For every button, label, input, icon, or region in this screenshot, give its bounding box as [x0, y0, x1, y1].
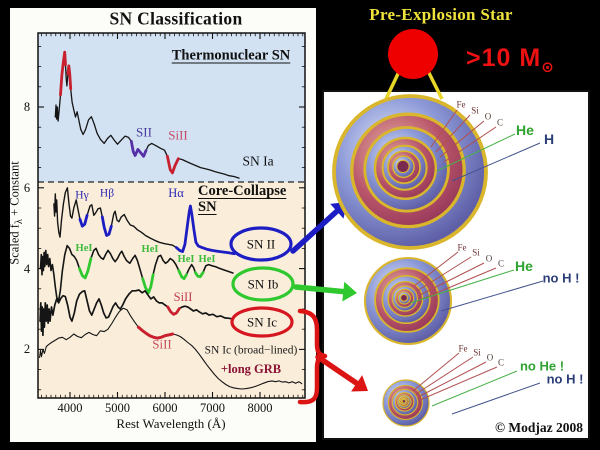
callout-line: [439, 120, 485, 158]
feature-siii: [166, 154, 180, 175]
sn-ic-oval: [230, 306, 294, 338]
figure-title: SN Classification: [109, 8, 243, 29]
callout-line: [415, 356, 474, 395]
feature-siii: [166, 305, 181, 316]
callout-line: [430, 109, 458, 148]
callout-line: [412, 352, 460, 392]
core-collapse-heading-line1: Core-Collapse: [198, 183, 287, 199]
feature-hei: [78, 257, 93, 280]
sn-ii-oval: [229, 226, 293, 262]
feature-caii: [66, 64, 73, 91]
sn-ic-arrow: [315, 354, 360, 387]
x-axis-title: Rest Wavelength (Å): [116, 416, 226, 431]
onion-sn-ii-shell: [396, 159, 410, 174]
callout-line: [435, 114, 471, 153]
core-collapse-region: [38, 182, 305, 398]
callout-line: [419, 366, 498, 401]
thermonuclear-region: [38, 33, 305, 182]
credit-label: © Modjaz 2008: [494, 420, 584, 435]
y-axis-title: Scaled fλ + Constant: [7, 161, 25, 265]
callout-line: [443, 126, 497, 163]
sn-ii-arrow: [290, 208, 340, 254]
onion-sn-ib-shell: [400, 293, 408, 302]
core-collapse-heading-line2: SN: [198, 199, 217, 215]
feature-siii: [136, 325, 175, 340]
feature-hα: [175, 204, 236, 256]
pre-explosion-star-icon: [388, 29, 438, 79]
sn-ic-arrow-head: [351, 375, 368, 392]
sn-ib-oval: [231, 266, 295, 302]
spectrum-sn-ic: [39, 289, 235, 337]
feature-hei: [177, 269, 188, 281]
feature-caii: [59, 50, 67, 97]
thermonuclear-heading: Thermonuclear SN: [171, 47, 291, 64]
core-collapse-heading: Core-Collapse SN: [198, 183, 286, 215]
mass-label: >10 M⊙: [466, 44, 555, 76]
callout-line: [431, 370, 518, 407]
plot-frame: [37, 32, 306, 399]
sn-ib-arrow-head: [342, 281, 357, 302]
callout-line: [436, 133, 516, 172]
pre-explosion-title: Pre-Explosion Star: [369, 5, 513, 24]
callout-line: [451, 142, 541, 182]
onion-sn-ic-shell: [401, 398, 407, 404]
sn-ib-arrow: [293, 284, 347, 295]
sun-symbol: ⊙: [541, 58, 555, 76]
callout-line: [419, 262, 485, 296]
feature-hei: [194, 271, 205, 279]
feature-hγ: [78, 213, 89, 228]
spectrum-sn-ia: [54, 51, 240, 179]
feature-hei: [141, 273, 155, 295]
callout-line: [440, 280, 544, 312]
callout-line: [417, 361, 487, 398]
feature-sii: [129, 139, 148, 158]
feature-hβ: [100, 215, 113, 237]
sn-ic-brace: [297, 308, 328, 405]
callout-line: [413, 251, 459, 287]
callout-line: [451, 382, 541, 415]
spectrum-sn-ib: [39, 244, 234, 303]
callout-line: [421, 267, 497, 300]
callout-line: [416, 256, 472, 292]
callout-line: [409, 269, 515, 304]
